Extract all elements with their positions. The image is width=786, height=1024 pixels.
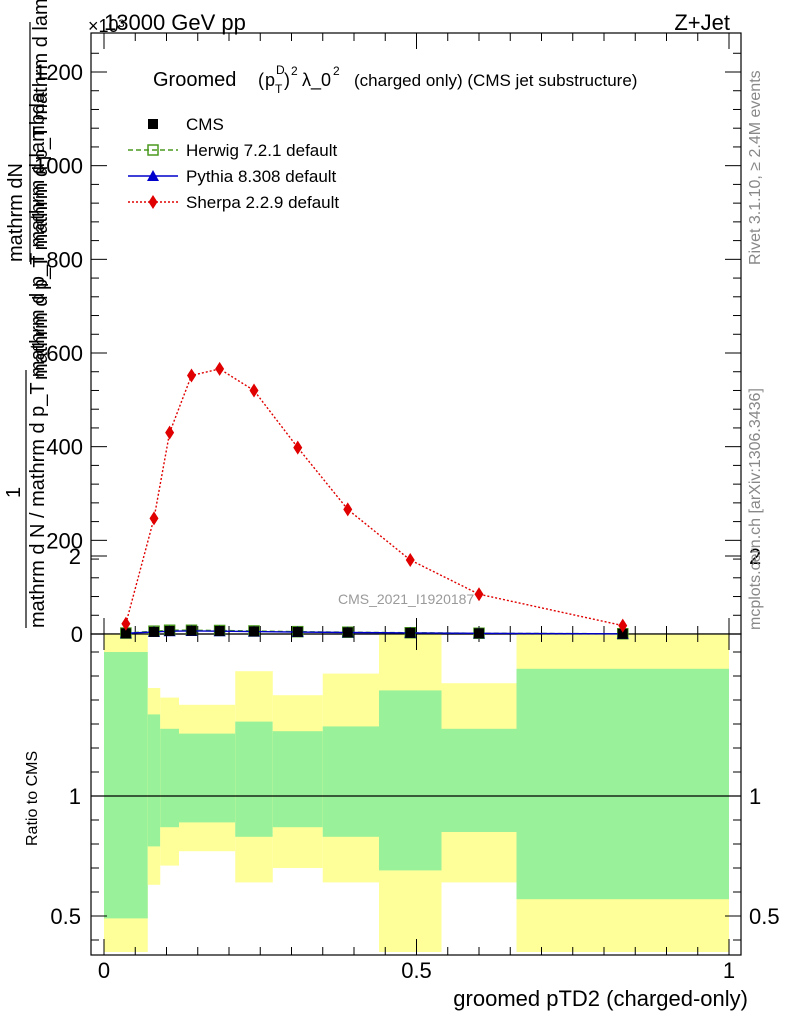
sherpa-point xyxy=(343,502,353,517)
rivet-label: Rivet 3.1.10, ≥ 2.4M events xyxy=(747,70,764,265)
main-y-tick-label: 600 xyxy=(46,341,83,366)
inner-band-bin-8 xyxy=(379,690,442,871)
inner-band-bin-2 xyxy=(160,728,179,828)
sherpa-point xyxy=(215,361,225,376)
title-lambda: λ_0 xyxy=(302,70,331,91)
ratio-y-tick-label: 2 xyxy=(69,544,81,569)
series-sherpa xyxy=(121,361,628,633)
title-prefix: Groomed xyxy=(153,69,236,91)
main-plot-frame: 0 200 400 600 800 1000 1200 xyxy=(34,32,742,647)
exponent-label: ×10³ xyxy=(88,16,125,36)
ylabel-lower: mathrm d N / mathrm d p_T mathrm d p_T m… xyxy=(27,91,49,628)
mcplots-label: mcplots.cern.ch [arXiv:1306.3436] xyxy=(747,388,764,630)
main-y-tick-label: 800 xyxy=(46,247,83,272)
inner-band-bin-7 xyxy=(322,726,379,837)
sherpa-point xyxy=(187,368,196,383)
cms-point xyxy=(249,626,259,637)
title-pt-sub: T xyxy=(275,82,283,96)
legend-label: CMS xyxy=(186,115,224,134)
series-cms xyxy=(120,625,628,639)
cms-point xyxy=(342,627,353,638)
analysis-watermark: CMS_2021_I1920187 xyxy=(338,591,474,607)
ratio-plot-frame: 0 0.5 1 0.5 0.5 1 1 2 2 xyxy=(50,544,779,983)
legend-marker xyxy=(148,119,158,129)
legend-label: Sherpa 2.2.9 default xyxy=(186,193,339,212)
legend-entry-cms: CMS xyxy=(148,115,224,134)
legend-marker xyxy=(148,195,158,209)
ratio-y-tick-label-right: 2 xyxy=(749,544,761,569)
ratio-y-tick-label: 0.5 xyxy=(50,904,81,929)
x-axis-label: groomed pTD2 (charged-only) xyxy=(453,986,748,1011)
title-sq2: 2 xyxy=(333,64,340,78)
cms-point xyxy=(186,625,197,636)
pythia-line xyxy=(125,630,623,635)
y-axis-label: mathrm dN mathrm d p_T mathrm d p_T math… xyxy=(3,0,52,628)
main-y-tick-label: 400 xyxy=(46,435,83,460)
sherpa-point xyxy=(405,553,415,568)
legend-entry-pythia: Pythia 8.308 default xyxy=(128,167,337,186)
x-tick-label: 0.5 xyxy=(401,958,432,983)
cms-point xyxy=(474,628,484,639)
cms-point xyxy=(292,626,303,637)
x-tick-label: 1 xyxy=(723,958,735,983)
legend-marker xyxy=(147,170,159,181)
cms-point xyxy=(405,627,416,638)
title-paren-open: ( xyxy=(258,70,264,90)
sherpa-point xyxy=(149,511,159,526)
cms-point xyxy=(617,628,628,639)
ratio-y-tick-label: 1 xyxy=(69,784,81,809)
ylabel-numerator: mathrm dN xyxy=(5,163,27,262)
title-paren-close: ) xyxy=(284,70,290,90)
inner-band-bin-5 xyxy=(235,721,273,837)
sherpa-point xyxy=(474,587,484,602)
x-tick-label: 0 xyxy=(98,958,110,983)
inner-band-bin-4 xyxy=(204,733,236,823)
main-y-tick-label: 1000 xyxy=(34,154,83,179)
header-right: Z+Jet xyxy=(674,10,730,35)
inner-band-bin-1 xyxy=(147,714,161,847)
cms-point xyxy=(120,628,131,639)
title-sq: 2 xyxy=(291,64,298,78)
ylabel-one: 1 xyxy=(3,487,25,498)
inner-band-bin-10 xyxy=(516,668,729,900)
sherpa-point xyxy=(618,618,628,633)
ratio-y-tick-label-right: 1 xyxy=(749,784,761,809)
cms-point xyxy=(149,626,159,637)
title-rest: (charged only) (CMS jet substructure) xyxy=(354,71,637,90)
inner-band-bin-6 xyxy=(272,731,323,828)
legend-label: Pythia 8.308 default xyxy=(186,167,337,186)
main-y-tick-label: 1200 xyxy=(34,60,83,85)
inner-band-bin-0 xyxy=(104,652,148,919)
legend-entry-sherpa: Sherpa 2.2.9 default xyxy=(128,193,339,212)
title-pt: p xyxy=(265,70,275,90)
title-pt-sup: D xyxy=(276,63,285,77)
cms-point xyxy=(164,625,175,636)
inner-band-bin-3 xyxy=(179,733,204,823)
ratio-y-tick-label-right: 0.5 xyxy=(749,904,780,929)
sherpa-point xyxy=(165,425,175,440)
inner-band-bin-9 xyxy=(441,728,517,832)
sherpa-line xyxy=(125,368,623,627)
sherpa-point xyxy=(249,383,259,398)
sherpa-point xyxy=(293,440,303,455)
legend-label: Herwig 7.2.1 default xyxy=(186,141,337,160)
main-y-tick-label: 200 xyxy=(46,528,83,553)
plot-title: Groomed ( p T D ) 2 λ_0 2 (charged only)… xyxy=(153,63,637,96)
legend-entry-herwig: Herwig 7.2.1 default xyxy=(128,141,337,160)
cms-point xyxy=(214,625,225,636)
sherpa-point xyxy=(121,616,131,631)
main-y-tick-label: 0 xyxy=(71,622,83,647)
header-left: 13000 GeV pp xyxy=(104,10,246,35)
legend-marker xyxy=(147,144,159,156)
legend: CMS Herwig 7.2.1 default Pythia 8.308 defa… xyxy=(128,115,339,212)
ratio-y-label: Ratio to CMS xyxy=(24,751,41,846)
ylabel-denominator: mathrm d p_T mathrm d p_T mathrm d lambd… xyxy=(30,0,52,380)
